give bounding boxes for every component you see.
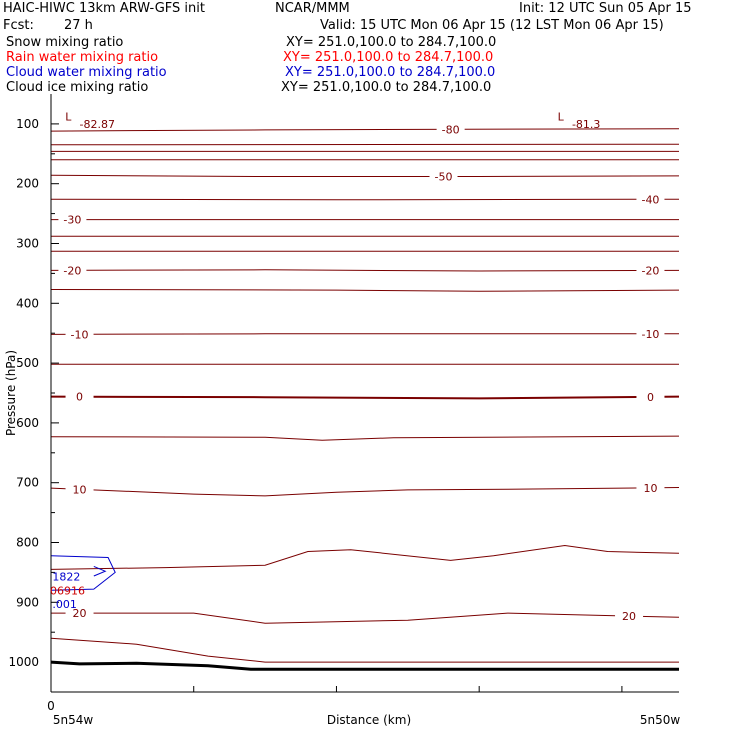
y-tick-label: 600	[16, 416, 39, 430]
isotherm-line	[50, 487, 680, 497]
model-title: HAIC-HIWC 13km ARW-GFS init	[3, 1, 205, 16]
isotherm-label-bg	[636, 192, 665, 206]
isotherm-line	[51, 612, 680, 624]
cloud-water-label: 1822	[52, 571, 80, 584]
isotherm-label-bg	[65, 389, 94, 403]
isotherm-label-bg	[429, 169, 458, 183]
field-rain-name: Rain water mixing ratio	[6, 50, 159, 65]
isotherm-label: -10	[71, 328, 89, 341]
isotherm-label-bg	[636, 389, 665, 403]
isotherm-line	[50, 269, 680, 272]
y-tick-label: 800	[16, 536, 39, 550]
isotherm-label-bg	[636, 263, 665, 277]
extremum-marker: -82.87	[80, 118, 115, 131]
isotherm-label-bg	[58, 263, 87, 277]
isotherm-label: 10	[643, 482, 657, 495]
isotherm-label: -20	[641, 264, 659, 277]
x-left-location-label: 5n54w	[53, 713, 94, 727]
forecast-hours: 27 h	[64, 18, 93, 33]
extremum-marker: L	[65, 111, 72, 124]
y-tick-label: 200	[16, 177, 39, 191]
forecast-label: Fcst:	[3, 18, 34, 33]
isotherm-label-bg	[65, 606, 94, 620]
isotherm-line	[50, 544, 680, 570]
x-right-location-label: 5n50w	[640, 713, 681, 727]
isotherm-line	[50, 143, 680, 146]
isotherm-line	[50, 333, 679, 335]
isotherm-line	[50, 395, 680, 400]
isotherm-label: 0	[76, 391, 83, 404]
isotherm-line	[50, 174, 680, 177]
isotherm-label-bg	[65, 482, 94, 496]
isotherm-label: -40	[641, 193, 659, 206]
field-snow-xy: XY= 251.0,100.0 to 284.7,100.0	[286, 35, 497, 50]
isotherm-line	[50, 128, 680, 132]
isotherm-line	[50, 637, 679, 663]
extremum-marker: -81.3	[572, 118, 600, 131]
isotherm-line	[50, 289, 680, 292]
isotherm-label: -10	[641, 328, 659, 341]
isotherm-label: 20	[73, 607, 87, 620]
y-tick-label: 500	[16, 356, 39, 370]
rain-water-label: 06916	[50, 584, 85, 597]
y-tick-label: 300	[16, 237, 39, 251]
y-tick-label: 1000	[8, 655, 39, 669]
field-cloudwater-xy: XY= 251.0,100.0 to 284.7,100.0	[285, 65, 496, 80]
field-cloudice-xy: XY= 251.0,100.0 to 284.7,100.0	[281, 80, 492, 95]
isotherm-label-bg	[58, 212, 87, 226]
init-time: Init: 12 UTC Sun 05 Apr 15	[519, 1, 692, 16]
y-tick-label: 400	[16, 296, 39, 310]
field-cloudice-name: Cloud ice mixing ratio	[6, 80, 149, 95]
y-tick-label: 100	[16, 117, 39, 131]
isotherm-label: -20	[63, 264, 81, 277]
isotherm-label-bg	[65, 327, 94, 341]
cloud-water-contour	[50, 555, 116, 591]
field-rain-xy: XY= 251.0,100.0 to 284.7,100.0	[283, 50, 494, 65]
isotherm-label-bg	[636, 326, 665, 340]
isotherm-label: -50	[435, 171, 453, 184]
y-tick-label: 900	[16, 595, 39, 609]
ground-surface-line	[50, 660, 679, 671]
x-tick-label: 0	[47, 699, 55, 713]
isotherm-label: 10	[73, 483, 87, 496]
x-axis-title: Distance (km)	[327, 713, 411, 727]
y-tick-label: 700	[16, 476, 39, 490]
isotherm-line	[50, 198, 680, 201]
y-axis-title: Pressure (hPa)	[4, 350, 18, 436]
isotherm-label-bg	[615, 609, 644, 623]
valid-time: Valid: 15 UTC Mon 06 Apr 15 (12 LST Mon …	[320, 18, 664, 33]
field-cloudwater-name: Cloud water mixing ratio	[6, 65, 167, 80]
isotherm-label: 0	[647, 391, 654, 404]
isotherm-label: -30	[63, 214, 81, 227]
extremum-marker: L	[558, 111, 565, 124]
isotherm-label-bg	[636, 480, 665, 494]
field-snow-name: Snow mixing ratio	[6, 35, 124, 50]
snow-label: .001	[52, 598, 77, 611]
isotherm-label: -80	[442, 123, 460, 136]
isotherm-line	[50, 435, 680, 441]
cloud-water-contour-inner	[93, 565, 107, 577]
isotherm-label-bg	[436, 122, 465, 136]
isotherm-label: 20	[622, 610, 636, 623]
organization: NCAR/MMM	[275, 1, 350, 16]
